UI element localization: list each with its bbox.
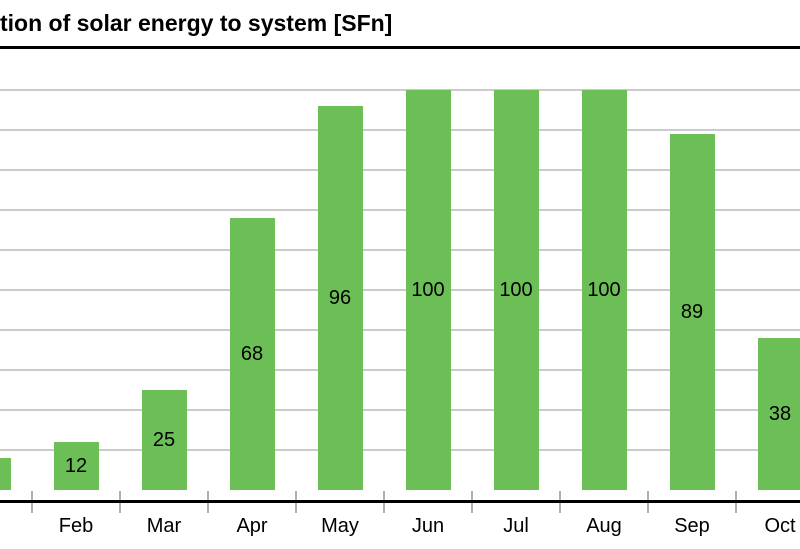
gridline-60 xyxy=(0,249,800,251)
gridline-80 xyxy=(0,169,800,171)
bar-value-label: 12 xyxy=(64,455,88,477)
bar-jul: 100 xyxy=(493,90,539,490)
bar-may: 96 xyxy=(317,106,363,490)
bar-value-label: 89 xyxy=(680,301,704,323)
x-axis-label-feb: Feb xyxy=(58,515,94,537)
x-axis-label-may: May xyxy=(321,515,359,537)
gridline-90 xyxy=(0,129,800,131)
gridline-40 xyxy=(0,329,800,331)
chart-title: tion of solar energy to system [SFn] xyxy=(0,10,393,36)
gridline-10 xyxy=(0,449,800,451)
x-axis-label-oct: Oct xyxy=(764,515,796,537)
x-axis-label-mar: Mar xyxy=(146,515,182,537)
x-axis-label-aug: Aug xyxy=(586,515,622,537)
bar-value-label: 96 xyxy=(328,287,352,309)
gridline-70 xyxy=(0,209,800,211)
bar-apr: 68 xyxy=(229,218,275,490)
bar-mar: 25 xyxy=(141,390,187,490)
bar-sep: 89 xyxy=(669,134,715,490)
gridline-50 xyxy=(0,289,800,291)
chart-top-border xyxy=(0,46,800,49)
gridline-20 xyxy=(0,409,800,411)
x-axis-label-apr: Apr xyxy=(236,515,268,537)
bar-jun: 100 xyxy=(405,90,451,490)
bar-value-label: 100 xyxy=(411,279,445,301)
bar-aug: 100 xyxy=(581,90,627,490)
x-axis-label-jun: Jun xyxy=(411,515,445,537)
x-axis-label-jul: Jul xyxy=(503,515,529,537)
bar-value-label: 38 xyxy=(768,403,792,425)
gridline-30 xyxy=(0,369,800,371)
x-axis-line xyxy=(0,500,800,503)
gridline-100 xyxy=(0,89,800,91)
bar-feb: 12 xyxy=(53,442,99,490)
x-axis-label-sep: Sep xyxy=(674,515,710,537)
bar-oct: 38 xyxy=(757,338,800,490)
bar-value-label: 68 xyxy=(240,343,264,365)
bar-value-label: 100 xyxy=(499,279,533,301)
bar-partial-left xyxy=(0,458,11,490)
bar-value-label: 25 xyxy=(152,429,176,451)
bar-value-label: 100 xyxy=(587,279,621,301)
